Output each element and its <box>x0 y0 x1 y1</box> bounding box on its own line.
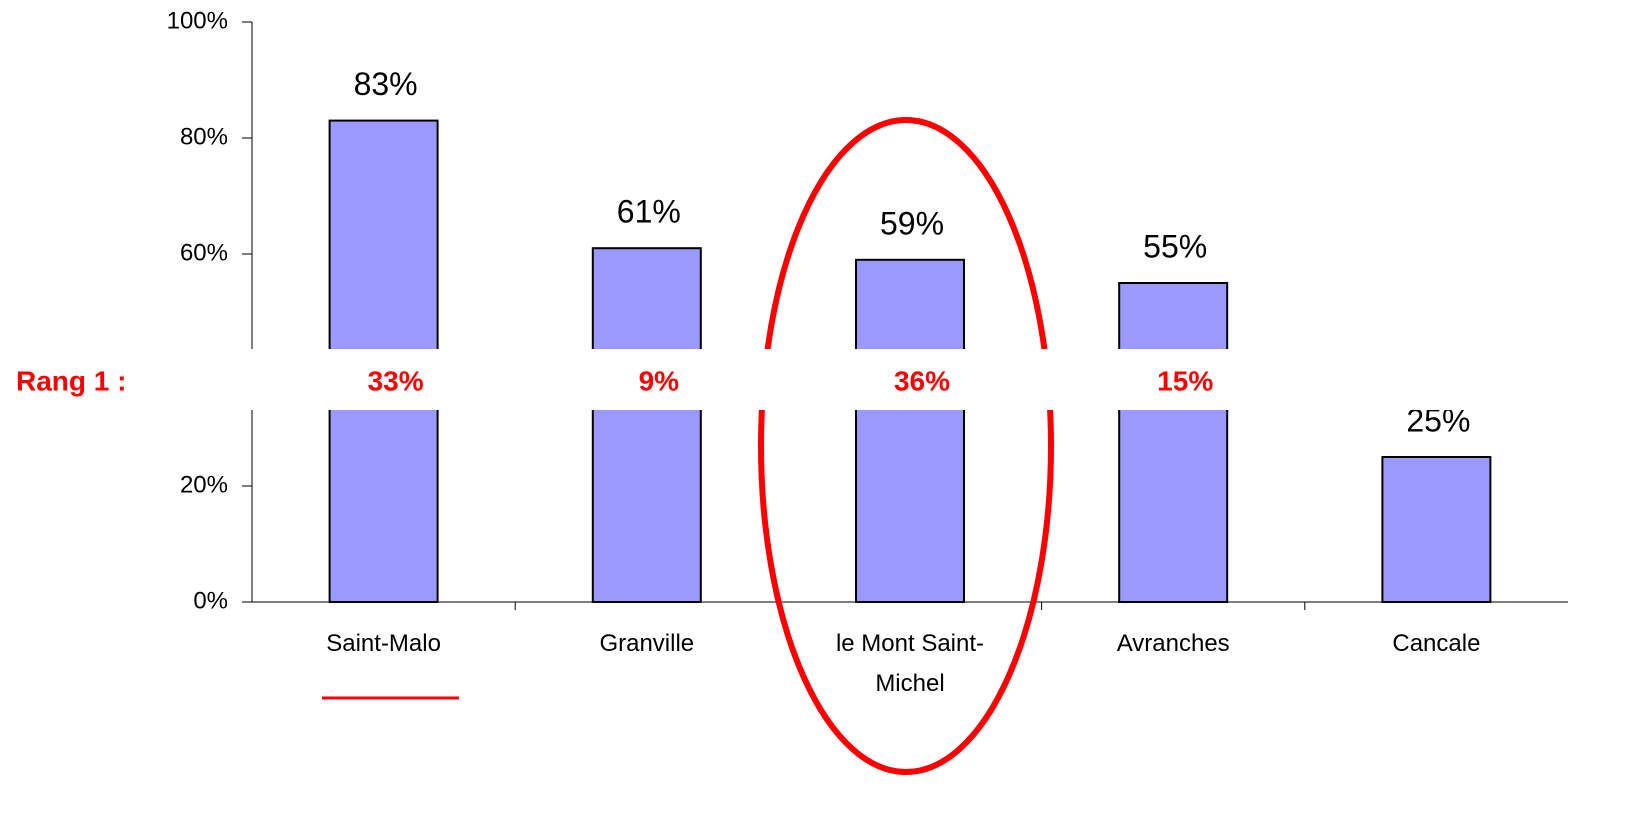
rank-value: 9% <box>639 365 680 396</box>
x-tick-label-box: Saint-Malo <box>326 630 441 657</box>
rank-value: 15% <box>1157 365 1213 396</box>
rank-value: 36% <box>894 365 950 396</box>
x-tick-label-box: le Mont Saint-Michel <box>835 630 985 697</box>
rank-row: Rang 1 : <box>16 365 126 396</box>
x-tick-label-box: Cancale <box>1392 630 1481 657</box>
y-tick-label: 100% <box>167 7 228 34</box>
y-tick-label: 80% <box>180 123 228 150</box>
y-tick-label: 0% <box>193 587 228 614</box>
rank-value: 33% <box>368 365 424 396</box>
highlight-ellipse <box>758 117 1054 775</box>
value-label: 83% <box>354 66 418 102</box>
y-tick-label: 60% <box>180 239 228 266</box>
y-tick-label: 20% <box>180 471 228 498</box>
x-tick-label-box: Avranches <box>1116 630 1230 657</box>
x-tick-label: le Mont Saint-Michel <box>835 630 985 697</box>
value-label: 59% <box>880 205 944 241</box>
value-label: 61% <box>617 194 681 230</box>
bar <box>591 247 702 603</box>
bar <box>855 258 965 603</box>
bar <box>1381 456 1492 603</box>
band-cover <box>0 349 1652 410</box>
x-tick-label: Avranches <box>1116 630 1230 657</box>
x-tick-label: Saint-Malo <box>326 630 441 657</box>
bar <box>1118 282 1229 603</box>
x-tick-label: Granville <box>599 630 695 657</box>
x-tick-label: Cancale <box>1392 630 1481 657</box>
x-tick-label-box: Granville <box>599 630 695 657</box>
value-label: 55% <box>1143 228 1207 264</box>
rank-label: Rang 1 : <box>16 365 126 396</box>
